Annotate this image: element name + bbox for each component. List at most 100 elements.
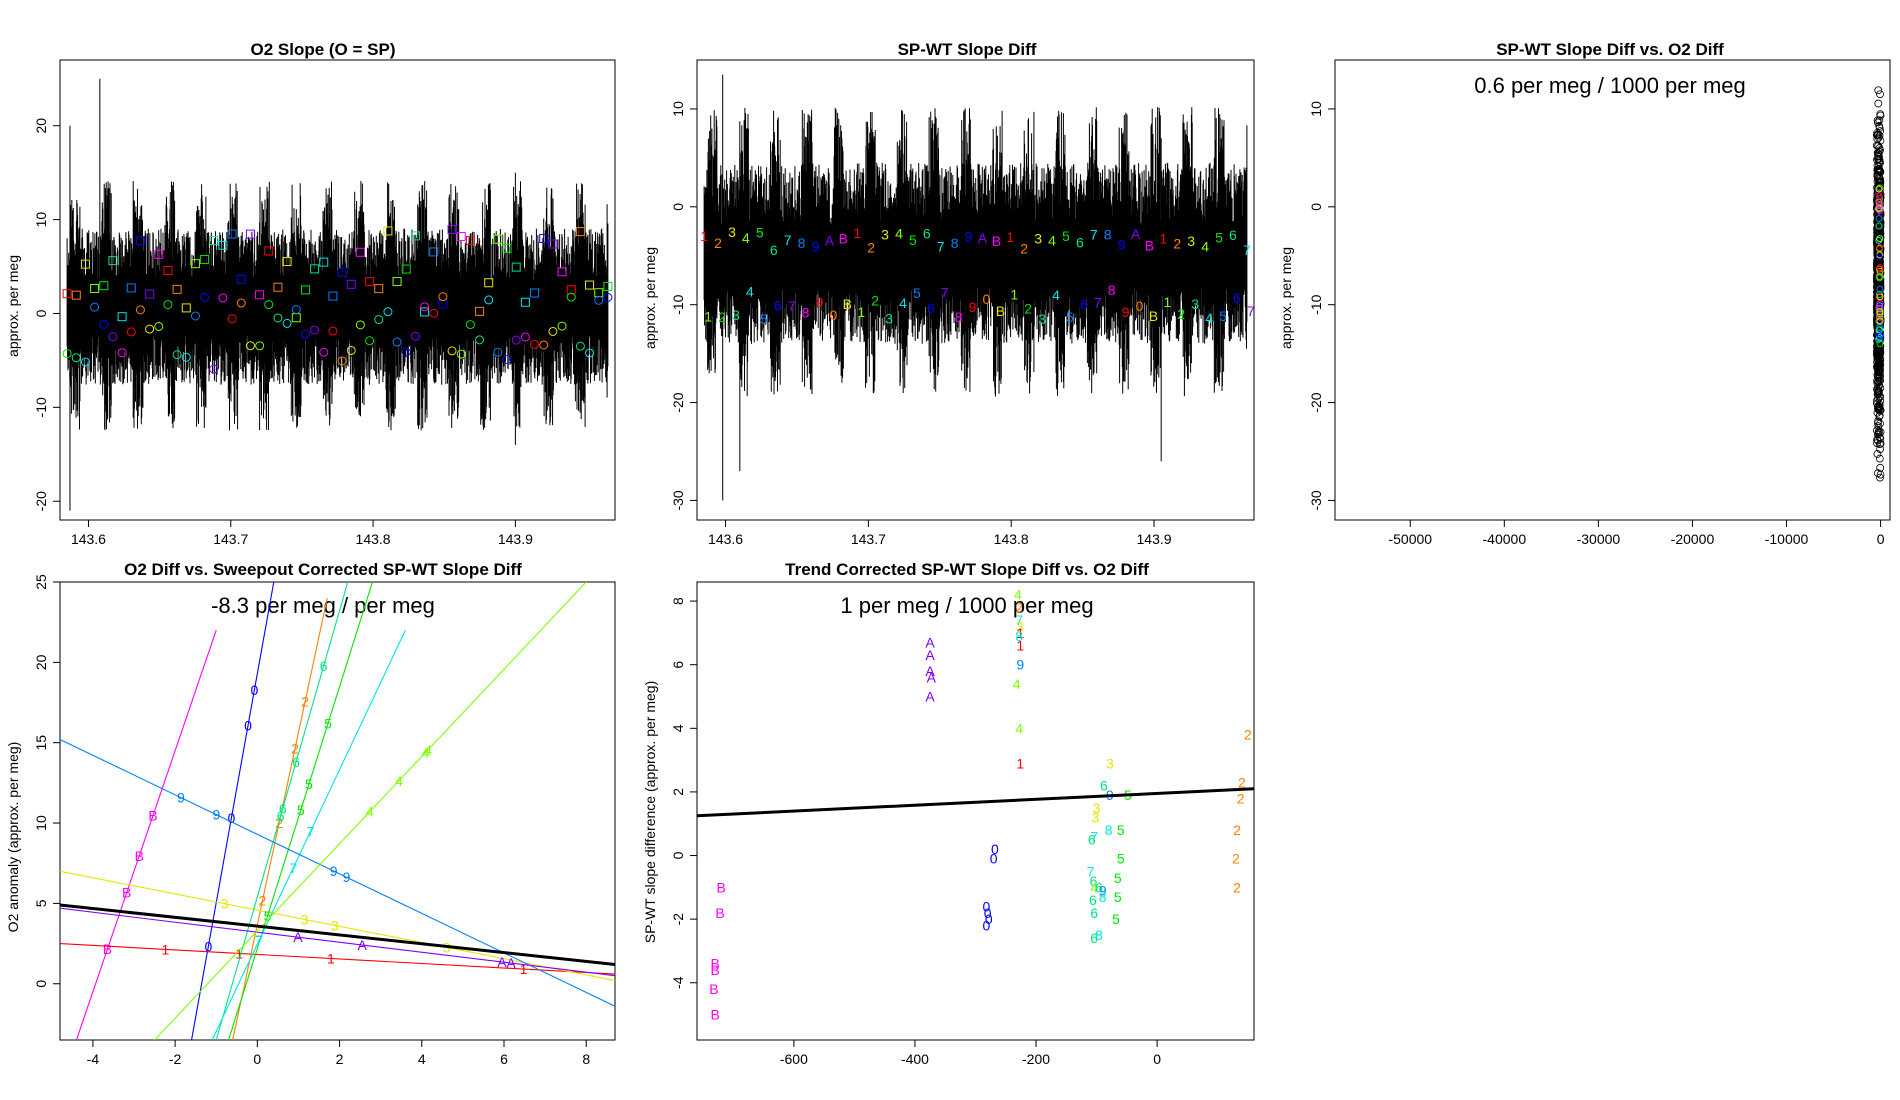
x-tick-label: 0 bbox=[1877, 531, 1885, 547]
scatter-point bbox=[1873, 177, 1882, 186]
scatter-point bbox=[1874, 366, 1882, 375]
point-label: 9 bbox=[1016, 657, 1024, 673]
colored-point bbox=[1876, 305, 1884, 313]
chart-title: SP-WT Slope Diff vs. O2 Diff bbox=[1496, 40, 1724, 59]
x-tick-label: 4 bbox=[418, 1051, 426, 1067]
digit-marker-lower: 6 bbox=[1080, 296, 1088, 312]
square-marker bbox=[493, 234, 503, 244]
panel-slope-diff-vs-o2-diff: SP-WT Slope Diff vs. O2 Diff 0.6 per meg… bbox=[1278, 40, 1891, 547]
digit-marker-upper: 6 bbox=[1076, 235, 1084, 251]
scatter-point bbox=[1873, 372, 1882, 380]
scatter-point bbox=[1873, 347, 1881, 356]
point-label: 1 bbox=[1016, 625, 1024, 641]
plot-frame bbox=[696, 581, 1255, 1041]
square-marker bbox=[603, 281, 613, 291]
x-tick-label: 143.9 bbox=[498, 531, 533, 547]
square-marker bbox=[566, 285, 576, 295]
square-marker bbox=[520, 297, 530, 307]
point-label: 5 bbox=[1117, 851, 1125, 867]
point-label: B bbox=[710, 962, 719, 978]
circle-marker bbox=[117, 348, 127, 358]
square-marker bbox=[135, 236, 145, 246]
x-tick-label: 143.7 bbox=[851, 531, 886, 547]
circle-marker bbox=[575, 341, 585, 351]
series-label-0: 0 bbox=[244, 718, 252, 734]
point-label: 2 bbox=[1232, 851, 1240, 867]
square-marker bbox=[99, 281, 109, 291]
square-marker bbox=[255, 290, 265, 300]
digit-marker-upper: 6 bbox=[923, 225, 931, 241]
circle-marker bbox=[392, 337, 402, 347]
y-tick-label: 10 bbox=[33, 212, 49, 228]
digit-marker-lower: B bbox=[1149, 308, 1158, 324]
digit-marker-upper: 9 bbox=[965, 228, 973, 244]
point-label: 6 bbox=[1090, 905, 1098, 921]
circle-marker bbox=[328, 326, 338, 336]
digit-marker-lower: 0 bbox=[829, 307, 837, 323]
point-label: 2 bbox=[1238, 774, 1246, 790]
point-label: 8 bbox=[1099, 889, 1107, 905]
digit-marker-lower: 5 bbox=[1066, 309, 1074, 325]
point-label: 5 bbox=[1112, 911, 1120, 927]
y-axis-label: SP-WT slope difference (approx. per meg) bbox=[642, 681, 658, 944]
y-tick-label: -30 bbox=[670, 490, 686, 510]
circle-marker bbox=[108, 332, 118, 342]
series-label-6: 6 bbox=[292, 754, 300, 770]
circle-marker bbox=[557, 321, 567, 331]
circle-marker bbox=[90, 302, 100, 312]
square-marker bbox=[475, 306, 485, 316]
series-label-3: 3 bbox=[331, 917, 339, 933]
series-label-6: 6 bbox=[279, 800, 287, 816]
scatter-point bbox=[1875, 374, 1884, 383]
circle-marker bbox=[585, 348, 595, 358]
scatter-point bbox=[1873, 435, 1882, 444]
square-marker bbox=[456, 231, 466, 241]
digit-marker-upper: B bbox=[839, 230, 848, 246]
y-tick-label: -20 bbox=[670, 392, 686, 412]
circle-marker bbox=[346, 345, 356, 355]
point-label: 4 bbox=[1090, 879, 1098, 895]
series-line-4 bbox=[154, 582, 587, 1040]
square-marker bbox=[383, 226, 393, 236]
digit-marker-lower: 4 bbox=[1205, 310, 1213, 326]
circle-marker bbox=[273, 313, 283, 323]
circle-marker bbox=[80, 357, 90, 367]
digit-marker-lower: 5 bbox=[1219, 308, 1227, 324]
square-marker bbox=[365, 277, 375, 287]
series-line-1 bbox=[60, 943, 615, 975]
scatter-point bbox=[1875, 411, 1884, 420]
digit-marker-lower: 0 bbox=[1136, 298, 1144, 314]
point-label: A bbox=[925, 634, 935, 650]
series-label-5: 5 bbox=[305, 776, 313, 792]
circle-marker bbox=[530, 339, 540, 349]
digit-marker-lower: 9 bbox=[969, 299, 977, 315]
square-marker bbox=[374, 284, 384, 294]
digit-marker-lower: 4 bbox=[746, 283, 754, 299]
circle-marker bbox=[566, 292, 576, 302]
digit-marker-lower: 1 bbox=[1010, 287, 1018, 303]
series-label-1: 1 bbox=[327, 950, 335, 966]
series-label-3: 3 bbox=[221, 896, 229, 912]
chart-title: SP-WT Slope Diff bbox=[898, 40, 1037, 59]
y-axis-label: approx. per meg bbox=[642, 247, 658, 349]
circle-marker bbox=[190, 311, 200, 321]
digit-marker-upper: 5 bbox=[1215, 230, 1223, 246]
point-label: 6 bbox=[1090, 873, 1098, 889]
square-marker bbox=[181, 303, 191, 313]
circle-marker bbox=[310, 325, 320, 335]
series-label-9: 9 bbox=[343, 869, 351, 885]
chart-title: O2 Diff vs. Sweepout Corrected SP-WT Slo… bbox=[124, 560, 522, 579]
digit-marker-upper: 5 bbox=[1062, 228, 1070, 244]
scatter-point bbox=[1876, 357, 1885, 366]
square-marker bbox=[108, 256, 118, 266]
chart-title: O2 Slope (O = SP) bbox=[250, 40, 395, 59]
point-label: B bbox=[717, 879, 726, 895]
y-tick-label: 0 bbox=[33, 309, 49, 317]
square-marker bbox=[328, 291, 338, 301]
colored-point bbox=[1876, 340, 1884, 348]
series-label-2: 2 bbox=[275, 815, 283, 831]
y-axis-label: O2 anomaly (approx. per meg) bbox=[5, 742, 21, 933]
square-marker bbox=[401, 264, 411, 274]
colored-point bbox=[1876, 310, 1884, 318]
circle-marker bbox=[245, 341, 255, 351]
